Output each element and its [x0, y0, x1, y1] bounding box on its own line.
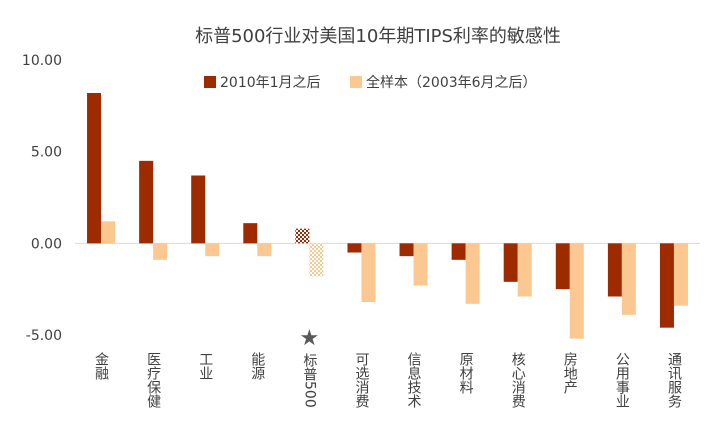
category-label: 通讯服务: [666, 352, 682, 408]
bars-group: [87, 93, 688, 339]
bar-full-sample: [361, 243, 376, 302]
bar-since-2010: [243, 223, 258, 244]
chart-title: 标普500行业对美国10年期TIPS利率的敏感性: [195, 26, 561, 47]
x-axis-labels: 金融 医疗保健 工业 能源 ★ 标普500 可选消费 信息技术 原材料 核心消费 房地产 公用事业 通讯…: [93, 326, 682, 409]
category-label: 信息技术: [406, 352, 422, 408]
bar-since-2010: [139, 160, 154, 244]
category-label: 可选消费: [353, 352, 369, 408]
bar-since-2010: [503, 243, 518, 282]
bar-since-2010: [555, 243, 570, 290]
bar-full-sample: [257, 243, 272, 257]
category-label: 原材料: [458, 352, 474, 394]
bar-since-2010: [347, 243, 362, 253]
legend-swatch: [204, 76, 216, 88]
bar-full-sample: [309, 243, 324, 277]
category-label: 工业: [197, 352, 213, 380]
legend-label: 2010年1月之后: [220, 75, 321, 91]
legend-swatch: [350, 76, 362, 88]
category-label: 公用事业: [614, 352, 630, 408]
category-label: 医疗保健: [145, 352, 161, 409]
bar-since-2010: [451, 243, 466, 260]
category-label: 核心消费: [510, 352, 526, 408]
y-tick-label: 10.00: [22, 53, 62, 69]
bar-since-2010: [295, 228, 310, 244]
category-label: 标普500: [301, 353, 317, 408]
bar-full-sample: [673, 243, 688, 306]
bar-full-sample: [517, 243, 532, 297]
y-axis-ticks: 10.00 5.00 0.00 -5.00: [22, 53, 62, 344]
y-tick-label: 5.00: [31, 145, 62, 161]
bar-since-2010: [659, 243, 674, 328]
bar-since-2010: [87, 93, 102, 244]
bar-full-sample: [569, 243, 584, 339]
y-tick-label: -5.00: [26, 328, 62, 344]
bar-full-sample: [101, 221, 116, 244]
bar-full-sample: [465, 243, 480, 304]
star-marker: ★: [300, 326, 320, 351]
bar-full-sample: [621, 243, 636, 315]
bar-since-2010: [191, 175, 206, 244]
bar-since-2010: [607, 243, 622, 297]
bar-full-sample: [413, 243, 428, 286]
legend-label: 全样本（2003年6月之后）: [366, 74, 537, 91]
bar-full-sample: [205, 243, 220, 257]
legend: 2010年1月之后 全样本（2003年6月之后）: [204, 74, 537, 91]
category-label: 房地产: [562, 352, 578, 395]
bar-since-2010: [399, 243, 414, 257]
category-label: 能源: [249, 352, 265, 380]
bar-full-sample: [153, 243, 168, 260]
category-label: 金融: [93, 352, 109, 380]
y-tick-label: 0.00: [31, 236, 62, 252]
